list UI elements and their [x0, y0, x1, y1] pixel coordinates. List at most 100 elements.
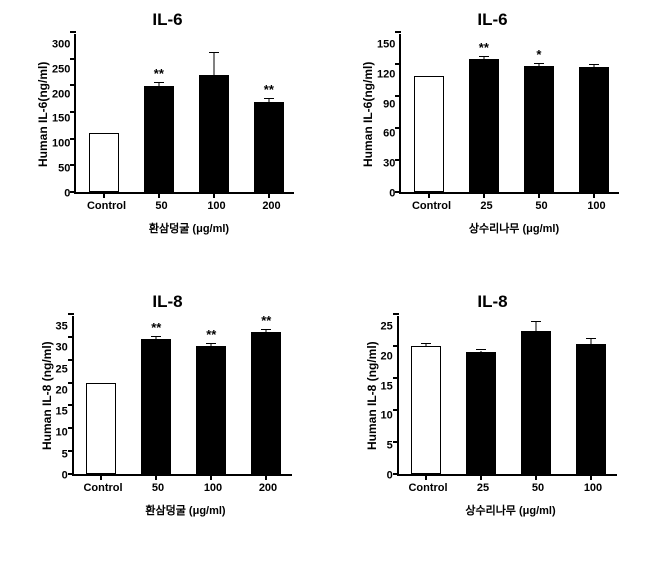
bar	[254, 102, 284, 192]
y-tick: 20	[381, 351, 393, 362]
y-tick: 150	[52, 114, 70, 125]
y-tick: 15	[381, 381, 393, 392]
y-tick: 60	[383, 129, 395, 140]
x-tick-mark	[428, 192, 430, 198]
y-tick-mark	[395, 191, 401, 193]
bar-group: **	[196, 314, 226, 474]
y-tick-mark	[70, 84, 76, 86]
bar	[524, 66, 554, 192]
y-tick-mark	[395, 159, 401, 161]
chart-panel-br: IL-8Human IL-8 (ng/ml)0510152025Control2…	[335, 292, 650, 564]
x-tick-mark	[535, 474, 537, 480]
y-tick-mark	[68, 382, 74, 384]
x-tick-mark	[538, 192, 540, 198]
error-cap	[531, 321, 541, 322]
error-bar	[481, 351, 482, 353]
bar-group	[521, 314, 551, 474]
x-axis-label: 상수리나무 (μg/ml)	[401, 502, 621, 518]
x-tick-mark	[268, 192, 270, 198]
y-tick: 120	[377, 69, 395, 80]
y-axis-label: Human IL-6(ng/ml)	[361, 34, 375, 194]
bar-group: *	[524, 32, 554, 192]
y-tick: 30	[56, 343, 68, 354]
y-tick: 20	[56, 385, 68, 396]
y-tick: 50	[58, 164, 70, 175]
significance-marker: *	[524, 47, 554, 62]
y-tick: 30	[383, 159, 395, 170]
chart-title: IL-8	[477, 292, 507, 312]
error-cap	[261, 329, 271, 330]
bar	[144, 86, 174, 192]
bar	[521, 331, 551, 474]
error-bar	[211, 344, 212, 346]
y-tick: 300	[52, 40, 70, 51]
bar-group: **	[254, 32, 284, 192]
x-tick-mark	[593, 192, 595, 198]
error-bar	[213, 53, 214, 74]
y-tick: 25	[56, 364, 68, 375]
bar	[196, 346, 226, 474]
bar-group: **	[144, 32, 174, 192]
error-cap	[479, 56, 489, 57]
y-tick: 10	[56, 428, 68, 439]
y-axis-label: Human IL-6(ng/ml)	[36, 34, 50, 194]
x-tick: 100	[189, 194, 244, 212]
y-tick: 25	[381, 322, 393, 333]
x-tick: 100	[569, 194, 624, 212]
chart-title: IL-6	[152, 10, 182, 30]
error-cap	[421, 343, 431, 344]
y-tick-mark	[395, 31, 401, 33]
x-tick: 50	[514, 194, 569, 212]
error-cap	[206, 343, 216, 344]
bar	[251, 332, 281, 474]
bar-group	[86, 314, 116, 474]
x-tick-mark	[210, 474, 212, 480]
y-tick: 150	[377, 40, 395, 51]
chart-title: IL-6	[477, 10, 507, 30]
x-tick: Control	[404, 194, 459, 212]
error-cap	[534, 63, 544, 64]
error-bar	[156, 337, 157, 339]
x-tick: 100	[566, 476, 621, 494]
chart-panel-bl: IL-8Human IL-8 (ng/ml)05101520253035****…	[10, 292, 325, 564]
x-axis-label: 환삼덩굴 (μg/ml)	[79, 220, 299, 236]
error-cap	[476, 349, 486, 350]
bar	[199, 75, 229, 192]
x-tick: 100	[186, 476, 241, 494]
x-tick-mark	[103, 192, 105, 198]
y-tick-mark	[395, 95, 401, 97]
x-tick: 25	[456, 476, 511, 494]
x-tick-mark	[425, 474, 427, 480]
error-bar	[158, 83, 159, 86]
bar-group	[576, 314, 606, 474]
error-bar	[483, 57, 484, 59]
bar	[469, 59, 499, 192]
x-tick: 50	[134, 194, 189, 212]
x-tick-mark	[265, 474, 267, 480]
y-tick-mark	[68, 359, 74, 361]
x-tick-mark	[158, 192, 160, 198]
bar-group	[466, 314, 496, 474]
significance-marker: **	[196, 327, 226, 342]
chart-panel-tl: IL-6Human IL-6(ng/ml)050100150200250300*…	[10, 10, 325, 282]
error-cap	[264, 98, 274, 99]
x-tick-mark	[100, 474, 102, 480]
y-tick-mark	[393, 313, 399, 315]
y-tick-mark	[70, 164, 76, 166]
error-bar	[591, 339, 592, 344]
x-tick: Control	[401, 476, 456, 494]
plot-area: ***	[399, 34, 619, 194]
error-cap	[589, 64, 599, 65]
plot-area: ** **	[74, 34, 294, 194]
bar	[579, 67, 609, 192]
bar-group: **	[141, 314, 171, 474]
y-tick-mark	[395, 63, 401, 65]
bar-group: **	[251, 314, 281, 474]
plot-area: ** ** **	[72, 316, 292, 476]
y-tick: 90	[383, 99, 395, 110]
x-tick: Control	[79, 194, 134, 212]
significance-marker: **	[469, 40, 499, 55]
y-tick-mark	[70, 58, 76, 60]
x-tick-mark	[213, 192, 215, 198]
y-tick-mark	[393, 345, 399, 347]
